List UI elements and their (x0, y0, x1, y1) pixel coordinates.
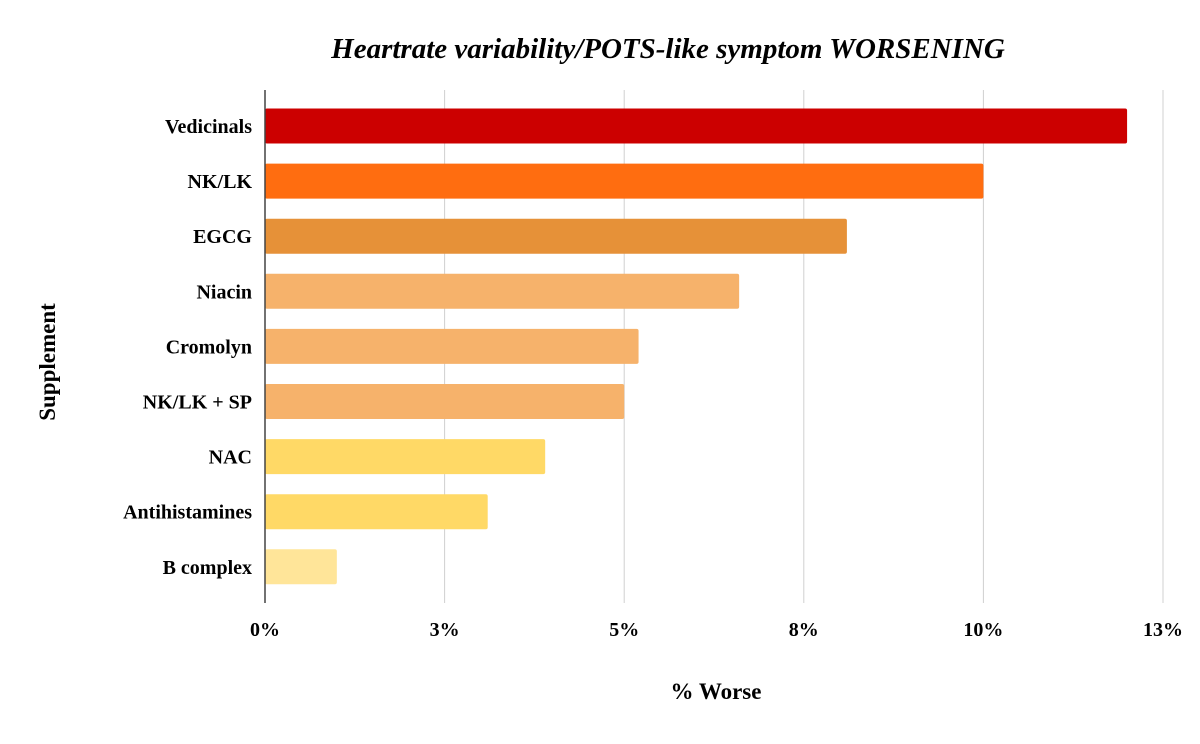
category-label-1: NK/LK (188, 171, 253, 193)
x-tick-label-0: 0% (250, 619, 280, 641)
category-label-8: B complex (163, 557, 252, 579)
bar-4 (265, 328, 639, 364)
category-label-0: Vedicinals (165, 116, 252, 138)
x-tick-label-2: 5% (609, 619, 639, 641)
x-tick-label-4: 10% (963, 619, 1003, 641)
category-label-5: NK/LK + SP (143, 392, 252, 414)
bar-5 (265, 384, 625, 419)
x-tick-label-1: 3% (430, 619, 460, 641)
category-label-2: EGCG (193, 226, 252, 248)
bar-6 (265, 439, 546, 475)
y-axis-title: Supplement (35, 303, 60, 421)
bar-7 (265, 494, 488, 530)
bars (265, 108, 1128, 585)
bar-0 (265, 108, 1128, 144)
category-label-4: Cromolyn (166, 336, 252, 358)
x-tick-label-5: 13% (1143, 619, 1183, 641)
bar-2 (265, 218, 847, 254)
category-label-3: Niacin (196, 281, 252, 303)
category-label-6: NAC (209, 447, 252, 469)
x-tick-label-3: 8% (789, 619, 819, 641)
x-axis-title: % Worse (671, 679, 762, 704)
bar-8 (265, 549, 337, 585)
category-labels: Vedicinals NK/LK EGCG Niacin Cromolyn NK/LK +… (123, 116, 252, 579)
chart-title: Heartrate variability/POTS-like symptom … (330, 33, 1005, 65)
bar-1 (265, 163, 984, 199)
x-tick-labels: 0% 3% 5% 8% 10% 13% (250, 619, 1183, 641)
category-label-7: Antihistamines (123, 502, 252, 524)
bar-3 (265, 273, 740, 309)
